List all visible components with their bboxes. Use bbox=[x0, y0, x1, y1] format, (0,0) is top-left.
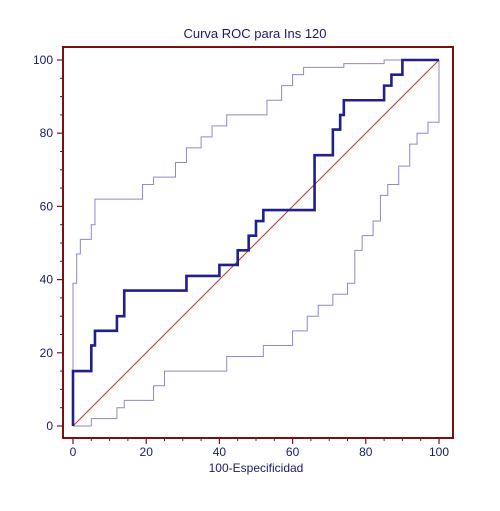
x-axis-label: 100-Especificidad bbox=[209, 461, 304, 475]
y-axis: 0 20 40 60 80 100 bbox=[33, 53, 63, 433]
x-tick-label: 60 bbox=[286, 445, 300, 459]
x-tick-label: 0 bbox=[70, 445, 77, 459]
lower-confidence-line bbox=[73, 60, 440, 427]
y-tick-label: 60 bbox=[40, 199, 54, 213]
y-tick-label: 80 bbox=[40, 126, 54, 140]
roc-curve-line bbox=[71, 58, 439, 426]
plot-frame bbox=[62, 46, 454, 439]
x-tick-label: 40 bbox=[213, 445, 227, 459]
y-tick-label: 20 bbox=[40, 346, 54, 360]
upper-confidence-line bbox=[72, 59, 439, 426]
plot-area bbox=[71, 58, 440, 427]
x-tick-label: 80 bbox=[359, 445, 373, 459]
chart-title: Curva ROC para Ins 120 bbox=[183, 26, 326, 41]
y-tick-label: 100 bbox=[33, 53, 53, 67]
x-axis: 0 20 40 60 80 100 bbox=[70, 438, 449, 459]
y-tick-label: 0 bbox=[46, 419, 53, 433]
y-tick-label: 40 bbox=[40, 273, 54, 287]
x-tick-label: 100 bbox=[429, 445, 449, 459]
diagonal-reference-line bbox=[72, 59, 440, 427]
x-tick-label: 20 bbox=[140, 445, 154, 459]
